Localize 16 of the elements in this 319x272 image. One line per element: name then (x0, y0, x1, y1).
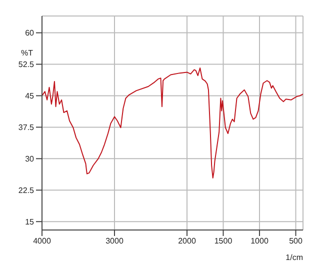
x-tick-label: 1500 (214, 236, 233, 246)
x-tick-label: 1000 (250, 236, 269, 246)
y-tick-label: 37.5 (18, 123, 35, 132)
y-axis-title: %T (21, 48, 34, 58)
y-tick-label: 45 (25, 92, 35, 101)
x-tick-label: 3000 (106, 236, 124, 246)
x-tick-label: 4000 (33, 236, 52, 246)
x-tick-label: 500 (289, 236, 303, 246)
y-tick-label: 15 (25, 217, 35, 226)
x-axis-title: 1/cm (286, 253, 304, 262)
line-series (42, 68, 303, 178)
y-tick-label: 60 (25, 28, 35, 38)
y-tick-label: 30 (25, 154, 35, 164)
x-tick-label: 2000 (178, 236, 196, 246)
y-tick-label: 52.5 (18, 60, 35, 70)
y-tick-label: 22.5 (18, 186, 35, 195)
